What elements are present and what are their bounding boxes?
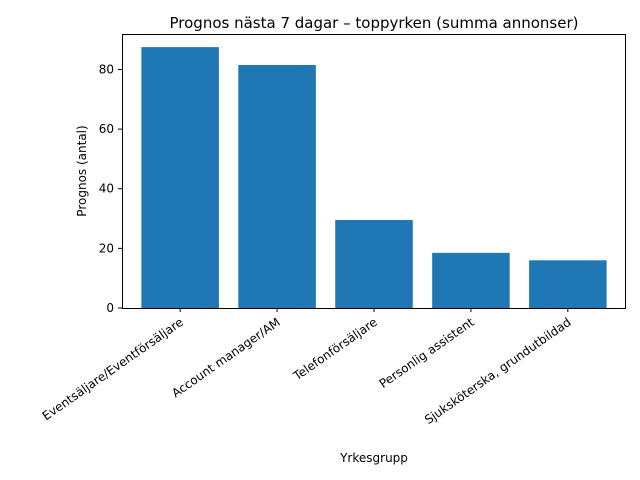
y-tick-label: 40 (99, 182, 114, 196)
bar-5 (529, 260, 607, 308)
y-tick-label: 20 (99, 241, 114, 255)
y-tick-label: 60 (99, 122, 114, 136)
x-tick-label: Personlig assistent (377, 315, 477, 391)
y-axis-label: Prognos (antal) (75, 125, 89, 216)
x-tick-label: Eventsäljare/Eventförsäljare (40, 315, 186, 423)
chart-title: Prognos nästa 7 dagar – toppyrken (summa… (170, 14, 579, 32)
y-tick-label: 0 (106, 301, 114, 315)
y-tick-label: 80 (99, 62, 114, 76)
bar-1 (141, 47, 219, 309)
bar-2 (238, 65, 316, 308)
bar-4 (432, 252, 510, 308)
y-axis: 0 20 40 60 80 (99, 62, 122, 315)
bars-group (141, 47, 607, 309)
bar-3 (335, 220, 413, 308)
x-tick-label: Account manager/AM (169, 315, 283, 400)
x-axis-label: Yrkesgrupp (339, 451, 408, 465)
x-tick-label: Telefonförsäljare (290, 315, 380, 384)
